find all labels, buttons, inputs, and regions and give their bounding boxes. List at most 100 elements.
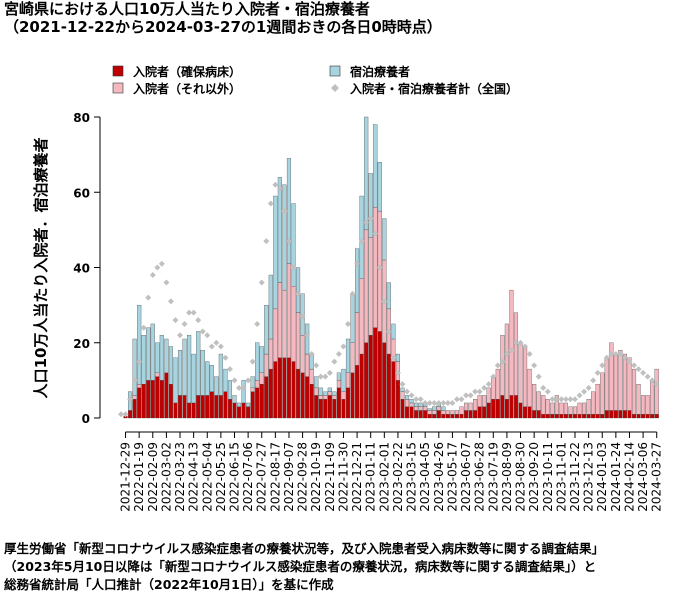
bar-segment [518, 342, 523, 404]
bar-segment [395, 380, 400, 419]
bar-segment [341, 391, 346, 400]
bar-segment [309, 368, 314, 385]
bar-segment [427, 408, 432, 411]
bar-segment [282, 289, 287, 358]
y-tick-label: 40 [73, 262, 90, 276]
bar-segment [500, 395, 505, 419]
point [358, 238, 365, 245]
point [190, 309, 197, 316]
point [199, 328, 206, 335]
bar-segment [332, 399, 337, 419]
bar-segment [323, 399, 328, 419]
point [263, 238, 270, 245]
bar-segment [400, 399, 405, 419]
point [635, 366, 642, 373]
point [617, 351, 624, 358]
bar-segment [250, 376, 255, 389]
x-tick-label: 2023-09-20 [527, 442, 541, 512]
bar-segment [536, 410, 541, 419]
point [222, 354, 229, 361]
y-axis-label: 人口10万人当たり入院者．宿泊療養者 [32, 138, 50, 399]
bar-segment [450, 414, 455, 419]
bar-segment [491, 376, 496, 400]
bar-segment [268, 274, 273, 340]
point [317, 373, 324, 380]
bar-segment [350, 293, 355, 343]
point [195, 317, 202, 324]
bar-segment [191, 402, 196, 419]
x-tick-label: 2023-06-07 [459, 442, 473, 512]
bar-segment [168, 346, 173, 385]
bar-segment [582, 414, 587, 419]
bar-segment [554, 414, 559, 419]
bar-segment [645, 414, 650, 419]
point [517, 339, 524, 346]
x-tick-label: 2023-03-15 [405, 442, 419, 512]
x-tick-label: 2022-02-09 [146, 442, 160, 512]
bar-segment [187, 335, 192, 404]
bar-segment [282, 357, 287, 419]
point [172, 317, 179, 324]
bar-segment [132, 399, 137, 419]
bar-segment [441, 406, 446, 411]
point [413, 396, 420, 403]
x-tick-label: 2024-01-03 [595, 442, 609, 512]
point [267, 200, 274, 207]
bar-segment [382, 342, 387, 419]
bar-segment [486, 387, 491, 404]
bar-segment [450, 410, 455, 415]
bar-segment [459, 414, 464, 419]
bar-segment [595, 414, 600, 419]
bar-segment [559, 402, 564, 415]
bar-segment [477, 395, 482, 407]
bar-segment [554, 395, 559, 415]
bar-segment [286, 357, 292, 419]
x-tick-label: 2022-04-13 [187, 442, 201, 512]
bar-segment [273, 195, 278, 310]
bar-segment [318, 387, 323, 396]
bar-segment [541, 414, 546, 419]
bar-segment [177, 395, 183, 419]
bar-segment [441, 414, 446, 419]
y-tick-label: 0 [82, 412, 90, 426]
bar-segment [609, 410, 614, 419]
bar-segment [468, 410, 473, 419]
bar-segment [359, 195, 364, 279]
legend-swatch [331, 84, 339, 92]
legend-label: 宿泊療養者 [350, 64, 410, 79]
bar-segment [137, 304, 142, 385]
legend-label: 入院者（確保病床） [133, 64, 241, 79]
bar-segment [559, 414, 564, 419]
point [440, 399, 447, 406]
x-tick-label: 2022-09-28 [296, 442, 310, 512]
bar-segment [604, 357, 609, 411]
bar-segment [255, 387, 260, 419]
bar-segment [137, 387, 142, 419]
bar-segment [345, 387, 351, 419]
point [158, 260, 165, 267]
y-tick-label: 80 [73, 111, 90, 125]
bar-segment [273, 308, 278, 362]
bar-segment [277, 357, 282, 419]
bar-segment [368, 335, 373, 419]
bar-segment [291, 203, 296, 287]
bar-segment [268, 338, 273, 370]
bar-segment [504, 399, 509, 419]
x-tick-label: 2023-06-28 [473, 442, 487, 512]
bar-segment [577, 414, 582, 419]
point [276, 185, 283, 192]
bar-segment [277, 282, 282, 358]
x-tick-label: 2023-07-19 [486, 442, 500, 512]
point [258, 279, 265, 286]
point [549, 396, 556, 403]
point [340, 343, 347, 350]
bar-segment [259, 346, 264, 374]
bar-segment [250, 391, 255, 419]
bar-segment [323, 395, 328, 400]
bar-segment [223, 391, 228, 419]
bar-segment [377, 331, 382, 419]
bar-segment [286, 158, 292, 264]
x-tick-label: 2023-10-11 [541, 442, 555, 512]
